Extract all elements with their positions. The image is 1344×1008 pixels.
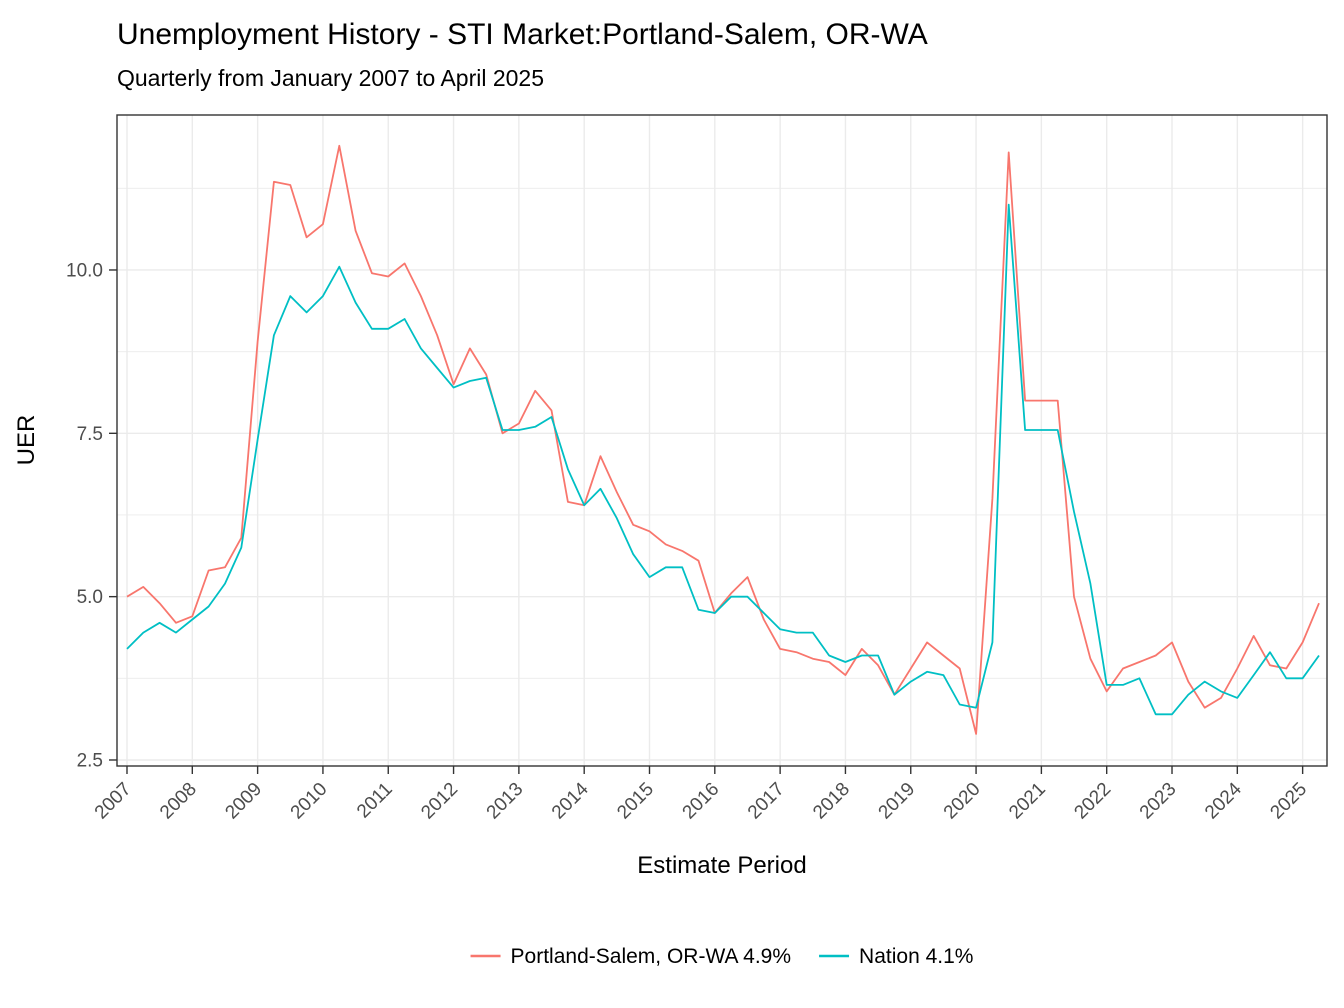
x-tick-label: 2013 xyxy=(483,779,528,824)
chart-title: Unemployment History - STI Market:Portla… xyxy=(117,18,928,51)
series-line-nation xyxy=(126,203,1320,716)
x-tick-label: 2009 xyxy=(221,779,266,824)
x-tick-label: 2010 xyxy=(287,779,332,824)
axis-ticks xyxy=(109,269,1304,774)
x-tick-label: 2015 xyxy=(613,779,658,824)
x-tick-label: 2024 xyxy=(1201,778,1246,823)
x-tick-label: 2016 xyxy=(679,779,724,824)
legend: Portland-Salem, OR-WA 4.9% Nation 4.1% xyxy=(470,945,973,968)
y-tick-labels: 2.5 5.0 7.5 10.0 xyxy=(66,260,103,771)
y-tick-label: 7.5 xyxy=(77,424,103,445)
x-tick-label: 2007 xyxy=(91,779,136,824)
x-axis-title: Estimate Period xyxy=(637,852,806,879)
series-line-portland-salem xyxy=(126,144,1320,735)
legend-item-nation: Nation 4.1% xyxy=(819,945,973,968)
x-tick-label: 2019 xyxy=(875,779,920,824)
y-axis-title: UER xyxy=(13,415,40,466)
legend-label-portland-salem: Portland-Salem, OR-WA 4.9% xyxy=(511,945,792,968)
x-tick-label: 2014 xyxy=(548,778,593,823)
x-tick-label: 2021 xyxy=(1005,779,1050,824)
x-tick-label: 2017 xyxy=(744,779,789,824)
x-tick-label: 2025 xyxy=(1266,779,1311,824)
x-tick-label: 2008 xyxy=(156,779,201,824)
y-tick-label: 2.5 xyxy=(77,750,103,771)
gridlines-minor xyxy=(117,187,1327,679)
legend-label-nation: Nation 4.1% xyxy=(859,945,973,968)
x-tick-label: 2020 xyxy=(940,779,985,824)
y-tick-label: 10.0 xyxy=(66,260,103,281)
panel-border xyxy=(116,114,1328,767)
x-tick-label: 2018 xyxy=(809,779,854,824)
chart-subtitle: Quarterly from January 2007 to April 202… xyxy=(117,65,544,91)
series-lines xyxy=(126,144,1320,735)
x-tick-label: 2022 xyxy=(1070,779,1115,824)
x-tick-label: 2012 xyxy=(417,779,462,824)
x-tick-labels: 2007 2008 2009 2010 2011 2012 2013 2014 2015 2016… xyxy=(91,778,1311,823)
x-tick-label: 2011 xyxy=(353,779,397,823)
legend-item-portland-salem: Portland-Salem, OR-WA 4.9% xyxy=(470,945,792,968)
y-tick-label: 5.0 xyxy=(77,587,103,608)
x-tick-label: 2023 xyxy=(1136,779,1181,824)
